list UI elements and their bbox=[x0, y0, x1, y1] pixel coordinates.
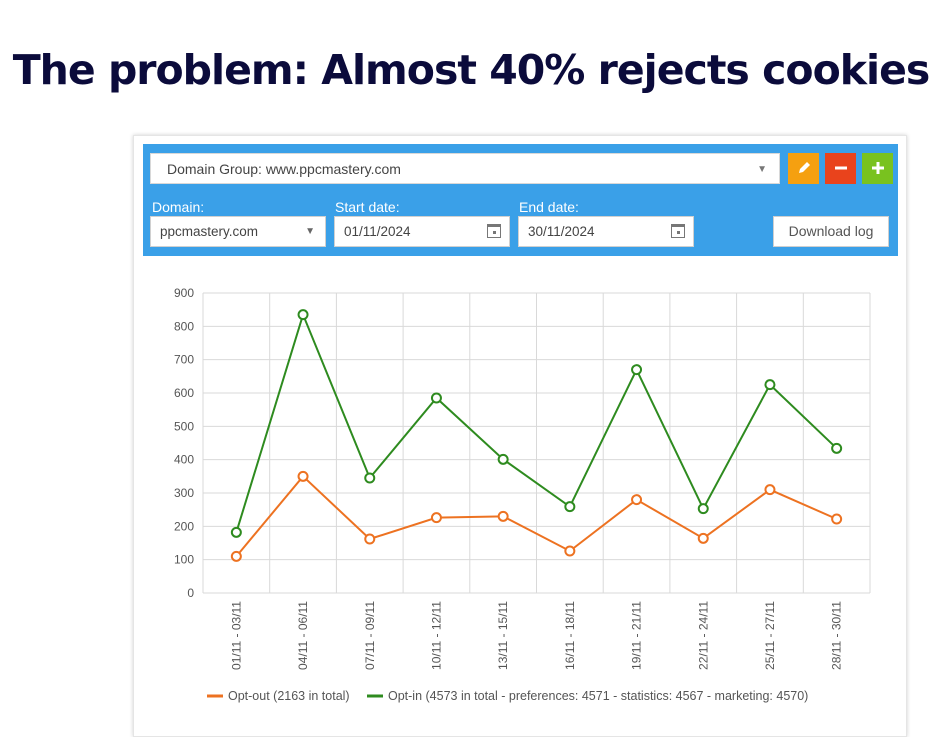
opt-in-point bbox=[364, 472, 376, 484]
add-button[interactable] bbox=[862, 153, 893, 184]
end-date-value: 30/11/2024 bbox=[528, 224, 595, 239]
end-date-label: End date: bbox=[519, 199, 579, 215]
opt-in-point bbox=[297, 309, 309, 321]
y-tick-label: 0 bbox=[187, 586, 194, 600]
opt-in-line bbox=[235, 311, 838, 533]
opt-in-point bbox=[764, 379, 776, 391]
y-tick-label: 700 bbox=[174, 353, 194, 367]
opt-out-point bbox=[230, 550, 242, 562]
y-tick-label: 800 bbox=[174, 319, 194, 333]
opt-out-point bbox=[564, 545, 576, 557]
slide-title: The problem: Almost 40% rejects cookies bbox=[12, 46, 931, 94]
chevron-down-icon: ▼ bbox=[305, 226, 315, 237]
domain-label: Domain: bbox=[152, 199, 205, 215]
y-tick-label: 200 bbox=[174, 519, 194, 533]
y-tick-label: 400 bbox=[174, 453, 194, 467]
opt-in-point bbox=[497, 453, 509, 465]
x-tick-label: 16/11 - 18/11 bbox=[563, 601, 577, 670]
x-tick-label: 10/11 - 12/11 bbox=[429, 601, 443, 670]
start-date-input[interactable]: 01/11/2024 bbox=[334, 216, 510, 247]
y-tick-label: 600 bbox=[174, 386, 194, 400]
x-tick-label: 25/11 - 27/11 bbox=[763, 601, 777, 670]
legend-label-opt-out: Opt-out (2163 in total) bbox=[228, 689, 350, 703]
start-date-value: 01/11/2024 bbox=[344, 224, 411, 239]
domain-select[interactable]: ppcmastery.com ▼ bbox=[150, 216, 326, 247]
opt-out-point bbox=[430, 512, 442, 524]
opt-out-point bbox=[631, 494, 643, 506]
calendar-icon[interactable] bbox=[487, 224, 501, 238]
y-tick-label: 300 bbox=[174, 486, 194, 500]
opt-out-point bbox=[697, 532, 709, 544]
legend-label-opt-in: Opt-in (4573 in total - preferences: 457… bbox=[388, 689, 808, 703]
x-tick-label: 01/11 - 03/11 bbox=[229, 601, 243, 670]
remove-button[interactable] bbox=[825, 153, 856, 184]
opt-in-point bbox=[831, 442, 843, 454]
opt-in-point bbox=[697, 503, 709, 515]
opt-out-point bbox=[297, 470, 309, 482]
domain-group-select[interactable]: Domain Group: www.ppcmastery.com ▼ bbox=[150, 153, 780, 184]
domain-value: ppcmastery.com bbox=[160, 224, 259, 239]
y-tick-label: 500 bbox=[174, 419, 194, 433]
opt-in-point bbox=[430, 392, 442, 404]
domain-group-value: Domain Group: www.ppcmastery.com bbox=[167, 161, 401, 177]
opt-in-point bbox=[564, 501, 576, 513]
download-log-button[interactable]: Download log bbox=[773, 216, 889, 247]
calendar-icon[interactable] bbox=[671, 224, 685, 238]
x-tick-label: 07/11 - 09/11 bbox=[363, 601, 377, 670]
x-tick-label: 22/11 - 24/11 bbox=[696, 601, 710, 670]
opt-in-point bbox=[631, 364, 643, 376]
chevron-down-icon: ▼ bbox=[757, 164, 767, 175]
y-tick-label: 100 bbox=[174, 553, 194, 567]
opt-out-point bbox=[831, 513, 843, 525]
x-tick-label: 04/11 - 06/11 bbox=[296, 601, 310, 670]
start-date-label: Start date: bbox=[335, 199, 400, 215]
plus-icon bbox=[871, 162, 884, 174]
x-tick-label: 28/11 - 30/11 bbox=[830, 601, 844, 670]
x-tick-label: 13/11 - 15/11 bbox=[496, 601, 510, 670]
opt-out-point bbox=[364, 533, 376, 545]
pencil-icon bbox=[798, 162, 810, 173]
opt-out-line bbox=[235, 474, 838, 557]
edit-button[interactable] bbox=[788, 153, 819, 184]
y-tick-label: 900 bbox=[174, 286, 194, 300]
end-date-input[interactable]: 30/11/2024 bbox=[518, 216, 694, 247]
line-chart: 0 100 200 300 400 500 600 700 800 900 01/11 - 03/1… bbox=[174, 286, 871, 703]
opt-out-point bbox=[764, 484, 776, 496]
minus-icon bbox=[834, 166, 847, 170]
opt-in-point bbox=[230, 526, 242, 538]
opt-out-point bbox=[497, 510, 509, 522]
x-tick-label: 19/11 - 21/11 bbox=[630, 601, 644, 670]
